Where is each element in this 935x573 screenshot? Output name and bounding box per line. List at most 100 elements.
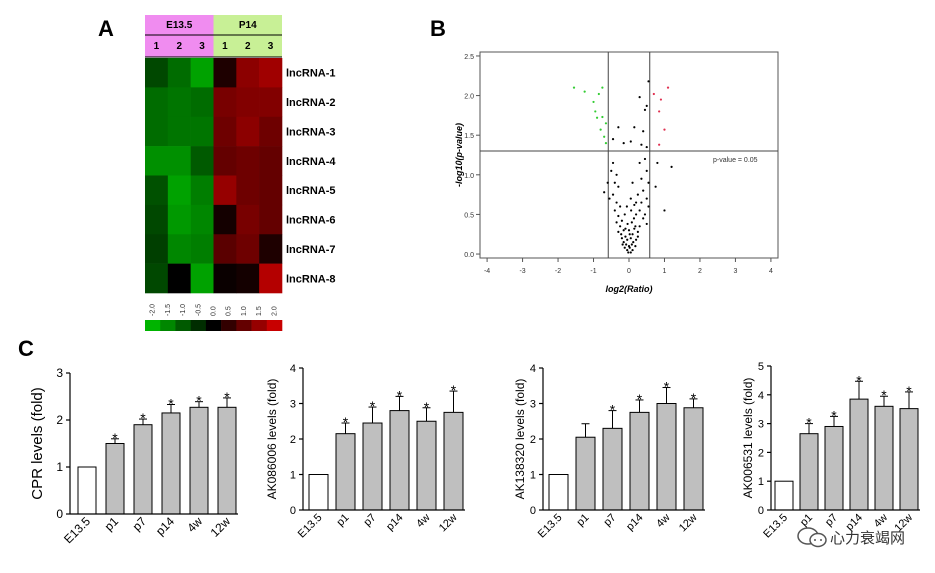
heatmap-cell (167, 263, 191, 294)
volcano-point-black (645, 169, 648, 172)
bar (416, 420, 437, 511)
heatmap-cell (236, 87, 260, 118)
volcano-point-black (619, 205, 622, 208)
volcano-point-black (631, 248, 634, 252)
y-tick-label: 2.5 (464, 54, 474, 61)
volcano-point-green (583, 90, 586, 93)
volcano-point-black (663, 209, 666, 212)
bar (849, 398, 869, 511)
bar (77, 466, 97, 515)
volcano-point-black (645, 222, 648, 226)
bar (874, 405, 894, 511)
y-tick-label: 0.0 (464, 252, 474, 259)
group-label: E13.5 (166, 20, 193, 31)
colorbar-tick: 0.0 (211, 306, 218, 316)
sample-label: 2 (176, 41, 182, 52)
x-tick-label: 1 (663, 268, 667, 275)
heatmap-cell (236, 204, 260, 235)
bar (389, 410, 410, 511)
y-tick-label: 1.5 (464, 133, 474, 140)
significance-star: * (343, 414, 349, 430)
volcano-point-green (604, 142, 608, 145)
heatmap-cell (167, 175, 191, 206)
row-label: lncRNA-5 (286, 185, 336, 197)
volcano-point-black (617, 126, 620, 129)
heatmap-cell (259, 175, 283, 206)
colorbar-tick: -0.5 (195, 304, 202, 316)
volcano-point-black (622, 241, 625, 244)
x-tick-label: 4w (654, 512, 672, 530)
sample-label: 2 (245, 41, 251, 52)
colorbar-swatch (160, 320, 176, 331)
panel-letter-c: C (18, 336, 34, 361)
heatmap-cell (167, 204, 191, 235)
bar (105, 443, 125, 515)
x-tick-label: 4w (414, 512, 432, 530)
y-tick-label: 4 (530, 363, 536, 375)
significance-star: * (196, 393, 202, 409)
colorbar-tick: 1.0 (241, 306, 248, 316)
y-tick-label: 1 (530, 470, 536, 482)
bar-chart-ak138320: 0 1 2 3 4 E13.5 p1 * p7 * p14 * 4w * 12w AK138320 level… (513, 363, 705, 540)
x-tick-label: E13.5 (761, 512, 790, 541)
volcano-point-black (640, 201, 643, 204)
sample-label: 1 (154, 41, 160, 52)
significance-star: * (140, 410, 146, 426)
volcano-point-black (617, 230, 620, 233)
x-tick-label: 4w (184, 514, 205, 535)
x-tick-label: p1 (574, 512, 591, 529)
x-tick-label: 3 (733, 268, 737, 275)
y-tick-label: 3 (290, 399, 296, 411)
volcano-point-black (622, 142, 625, 145)
volcano-point-black (629, 197, 632, 200)
volcano-point-black (643, 157, 647, 161)
heatmap-cell (259, 234, 283, 264)
colorbar-swatch (236, 320, 252, 331)
volcano-point-black (638, 225, 641, 228)
y-tick-label: 0 (758, 505, 764, 517)
y-tick-label: 2 (758, 447, 764, 459)
volcano-point-black (615, 221, 618, 224)
bar (161, 412, 181, 515)
x-tick-label: -1 (590, 268, 596, 275)
significance-star: * (806, 415, 812, 431)
volcano-point-black (611, 161, 615, 165)
heatmap-cell (213, 234, 237, 264)
x-tick-label: 2 (698, 268, 702, 275)
bar (217, 406, 237, 515)
volcano-point-black (603, 191, 606, 194)
heatmap-cell (145, 204, 169, 235)
x-tick-label: E13.5 (296, 512, 325, 541)
heatmap-cell (236, 146, 260, 176)
heatmap-cell (213, 204, 237, 235)
volcano-point-black (626, 238, 629, 241)
colorbar-swatch (266, 320, 283, 331)
heatmap-cell (213, 263, 237, 294)
x-tick-label: 0 (627, 268, 631, 275)
heatmap-cell (236, 263, 260, 294)
volcano-point-black (640, 143, 643, 146)
bar (824, 425, 844, 511)
x-tick-label: p14 (624, 512, 645, 533)
row-label: lncRNA-4 (286, 156, 336, 168)
heatmap-cell (236, 234, 260, 264)
panel-letter-b: B (430, 16, 446, 41)
volcano-point-black (630, 221, 633, 224)
heatmap-panel: E13.5 1 2 3 P14 1 2 3 lncRNA-1 lncRNA-2 lncRNA-3 ln… (145, 15, 336, 331)
bar (629, 411, 650, 511)
bar (443, 411, 464, 511)
volcano-point-green (603, 135, 606, 138)
volcano-point-black (624, 227, 627, 230)
heatmap-cell (213, 146, 237, 176)
heatmap-cell (167, 87, 191, 118)
volcano-point-green (595, 116, 599, 119)
bar (362, 422, 383, 511)
volcano-point-black (620, 233, 623, 236)
volcano-point-red (658, 143, 661, 146)
volcano-point-black (634, 225, 637, 228)
significance-star: * (906, 383, 912, 399)
heatmap-cell (259, 204, 283, 235)
bar-chart-cpr: 0 1 2 3 E13.5 * p1 * p7 * p14 * 4w * 12w CPR levels (fo… (29, 366, 238, 546)
volcano-point-black (617, 214, 620, 218)
volcano-point-black (647, 205, 650, 208)
